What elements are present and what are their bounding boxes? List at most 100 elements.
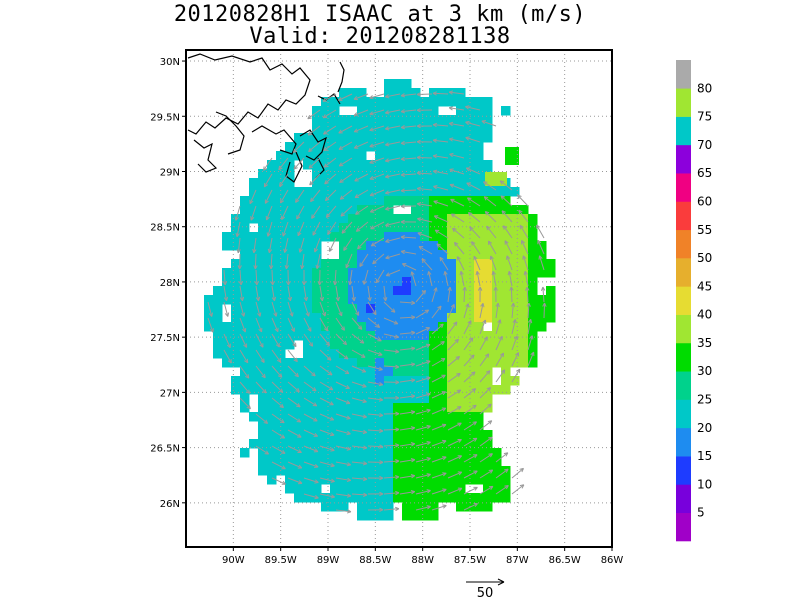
swath-cell <box>348 394 358 404</box>
swath-cell <box>303 394 313 404</box>
wind-vector <box>399 410 416 415</box>
swath-cell <box>312 367 322 377</box>
swath-cell <box>303 286 313 296</box>
swath-cell <box>231 259 241 269</box>
swath-cell <box>321 214 331 224</box>
swath-cell <box>519 295 529 305</box>
swath-cell <box>240 304 250 314</box>
swath-cell <box>258 466 268 476</box>
swath-cell <box>375 133 385 143</box>
swath-cell <box>438 205 448 215</box>
wind-vector <box>325 205 337 218</box>
swath-cell <box>492 268 502 278</box>
swath-cell <box>276 340 286 350</box>
swath-cell <box>366 232 376 242</box>
swath-cell <box>411 313 421 323</box>
swath-cell <box>312 376 322 386</box>
swath-cell <box>267 313 277 323</box>
swath-cell <box>240 241 250 251</box>
swath-cell <box>375 502 385 512</box>
wind-vector <box>271 445 286 454</box>
swath-cell <box>429 115 439 125</box>
swath-cell <box>447 259 457 269</box>
wind-vector <box>335 477 352 483</box>
swath-cell <box>321 430 331 440</box>
wind-vector <box>502 225 513 239</box>
swath-cell <box>429 232 439 242</box>
wind-vector <box>303 493 319 500</box>
swath-cell <box>339 421 349 431</box>
swath-cell <box>276 187 286 197</box>
swath-cell <box>384 448 394 458</box>
swath-cell <box>348 295 358 305</box>
swath-cell <box>348 142 358 152</box>
swath-cell <box>474 322 484 332</box>
wind-vector <box>271 317 279 333</box>
swath-cell <box>258 214 268 224</box>
swath-cell <box>366 106 376 116</box>
swath-cell <box>402 457 412 467</box>
wind-vector <box>538 255 545 271</box>
swath-cell <box>366 97 376 107</box>
wind-vector <box>383 506 400 512</box>
swath-cell <box>357 115 367 125</box>
swath-cell <box>285 178 295 188</box>
swath-cell <box>411 376 421 386</box>
swath-cell <box>348 493 358 503</box>
swath-cell <box>294 439 304 449</box>
wind-vector <box>421 258 433 271</box>
swath-cell <box>420 106 430 116</box>
wind-vector <box>367 285 372 302</box>
swath-cell <box>285 151 295 161</box>
swath-cell <box>438 151 448 161</box>
wind-vector <box>483 196 497 207</box>
wind-vector <box>399 489 416 495</box>
swath-cell <box>294 241 304 251</box>
wind-vector <box>463 470 478 479</box>
swath-cell <box>393 277 403 287</box>
swath-cell <box>258 376 268 386</box>
wind-vector <box>303 461 319 468</box>
coast-segment <box>193 139 218 173</box>
swath-cell <box>402 115 412 125</box>
swath-cell <box>366 250 376 260</box>
wind-vector <box>471 241 481 255</box>
swath-cell <box>339 277 349 287</box>
swath-cell <box>384 295 394 305</box>
swath-cell <box>276 331 286 341</box>
colorbar-swatch <box>676 512 691 542</box>
swath-cell <box>330 430 340 440</box>
swath-cell <box>483 133 493 143</box>
swath-cell <box>384 232 394 242</box>
swath-cell <box>267 439 277 449</box>
swath-cell <box>357 511 367 521</box>
swath-cell <box>474 250 484 260</box>
wind-vector <box>465 167 481 175</box>
swath-cell <box>294 286 304 296</box>
swath-cell <box>321 403 331 413</box>
wind-vector <box>383 443 400 448</box>
swath-cell <box>429 133 439 143</box>
coastline <box>187 53 345 183</box>
wind-vector <box>237 253 242 270</box>
wind-vector <box>327 221 337 235</box>
swath-cell <box>258 457 268 467</box>
wind-vector <box>384 93 401 99</box>
swath-cell <box>411 106 421 116</box>
swath-cell <box>546 286 556 296</box>
swath-cell <box>312 358 322 368</box>
swath-cell <box>483 250 493 260</box>
swath-cell <box>456 367 466 377</box>
swath-cell <box>312 331 322 341</box>
swath-cell <box>447 448 457 458</box>
swath-cell <box>384 511 394 521</box>
swath-cell <box>483 349 493 359</box>
wind-vector <box>383 411 400 416</box>
wind-vector <box>431 287 438 303</box>
swath-cell <box>474 457 484 467</box>
wind-vector <box>431 391 447 399</box>
wind-vector <box>324 189 337 202</box>
swath-cell <box>357 142 367 152</box>
swath-cell <box>321 151 331 161</box>
swath-cell <box>384 385 394 395</box>
